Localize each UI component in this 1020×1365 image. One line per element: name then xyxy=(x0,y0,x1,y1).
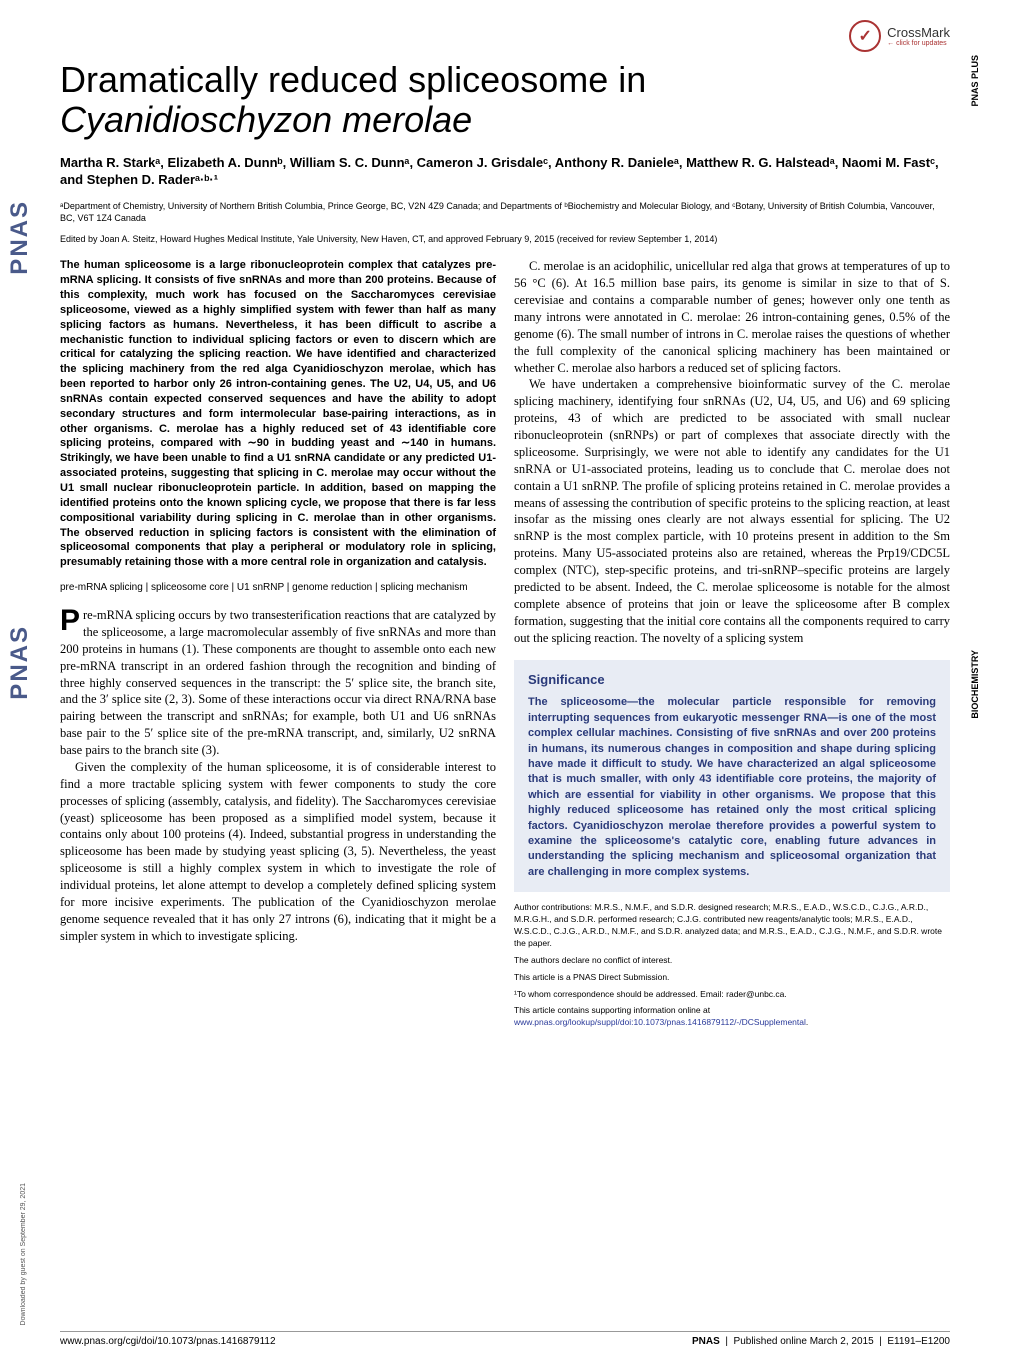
footnotes: Author contributions: M.R.S., N.M.F., an… xyxy=(514,902,950,1029)
right-p1: C. merolae is an acidophilic, unicellula… xyxy=(514,258,950,376)
correspondence: ¹To whom correspondence should be addres… xyxy=(514,989,950,1001)
section-tag-pnas-plus: PNAS PLUS xyxy=(970,55,980,107)
editor-note: Edited by Joan A. Steitz, Howard Hughes … xyxy=(60,234,950,244)
body-p1-text: re-mRNA splicing occurs by two transeste… xyxy=(60,608,496,757)
crossmark-label-wrap: CrossMark ← click for updates xyxy=(887,25,950,47)
body-p2: Given the complexity of the human splice… xyxy=(60,759,496,945)
significance-box: Significance The spliceosome—the molecul… xyxy=(514,660,950,892)
affiliations: ᵃDepartment of Chemistry, University of … xyxy=(60,201,950,224)
right-p2: We have undertaken a comprehensive bioin… xyxy=(514,376,950,646)
dropcap-p: P xyxy=(60,607,83,634)
pnas-vertical-sidebar: PNAS PNAS xyxy=(0,0,40,1365)
conflict-statement: The authors declare no conflict of inter… xyxy=(514,955,950,967)
footer-pub-info: Published online March 2, 2015 xyxy=(734,1336,874,1347)
title-line2-italic: Cyanidioschyzon merolae xyxy=(60,99,472,140)
significance-heading: Significance xyxy=(528,672,936,687)
crossmark-label: CrossMark xyxy=(887,25,950,40)
supplemental-info: This article contains supporting informa… xyxy=(514,1005,950,1029)
supp-period: . xyxy=(806,1017,808,1027)
author-list: Martha R. Starkᵃ, Elizabeth A. Dunnᵇ, Wi… xyxy=(60,155,950,189)
supp-prefix: This article contains supporting informa… xyxy=(514,1005,710,1015)
download-timestamp: Downloaded by guest on September 29, 202… xyxy=(20,1183,27,1325)
crossmark-badge[interactable]: ✓ CrossMark ← click for updates xyxy=(849,20,950,52)
author-contributions: Author contributions: M.R.S., N.M.F., an… xyxy=(514,902,950,950)
right-column: C. merolae is an acidophilic, unicellula… xyxy=(514,258,950,1034)
footer-pnas-label: PNAS xyxy=(692,1336,720,1347)
body-p1: Pre-mRNA splicing occurs by two transest… xyxy=(60,607,496,759)
page-footer: www.pnas.org/cgi/doi/10.1073/pnas.141687… xyxy=(60,1331,950,1347)
crossmark-sublabel: ← click for updates xyxy=(887,40,950,47)
direct-submission: This article is a PNAS Direct Submission… xyxy=(514,972,950,984)
abstract-text: The human spliceosome is a large ribonuc… xyxy=(60,258,496,570)
body-paragraphs-left: Pre-mRNA splicing occurs by two transest… xyxy=(60,607,496,945)
section-tag-biochemistry: BIOCHEMISTRY xyxy=(970,650,980,719)
title-line1: Dramatically reduced spliceosome in xyxy=(60,59,646,100)
footer-right: PNAS | Published online March 2, 2015 | … xyxy=(692,1336,950,1347)
right-intro-paragraphs: C. merolae is an acidophilic, unicellula… xyxy=(514,258,950,646)
footer-doi: www.pnas.org/cgi/doi/10.1073/pnas.141687… xyxy=(60,1336,276,1347)
pnas-logo-vertical-repeat: PNAS xyxy=(6,625,34,700)
keywords: pre-mRNA splicing | spliceosome core | U… xyxy=(60,582,496,593)
crossmark-icon: ✓ xyxy=(849,20,881,52)
two-column-body: The human spliceosome is a large ribonuc… xyxy=(60,258,950,1034)
left-column: The human spliceosome is a large ribonuc… xyxy=(60,258,496,1034)
article-title: Dramatically reduced spliceosome in Cyan… xyxy=(60,60,950,139)
pnas-logo-vertical: PNAS xyxy=(6,200,34,275)
footer-pages: E1191–E1200 xyxy=(887,1336,950,1347)
supplemental-link[interactable]: www.pnas.org/lookup/suppl/doi:10.1073/pn… xyxy=(514,1017,806,1027)
significance-text: The spliceosome—the molecular particle r… xyxy=(528,695,936,880)
article-content: ✓ CrossMark ← click for updates Dramatic… xyxy=(60,20,950,1034)
